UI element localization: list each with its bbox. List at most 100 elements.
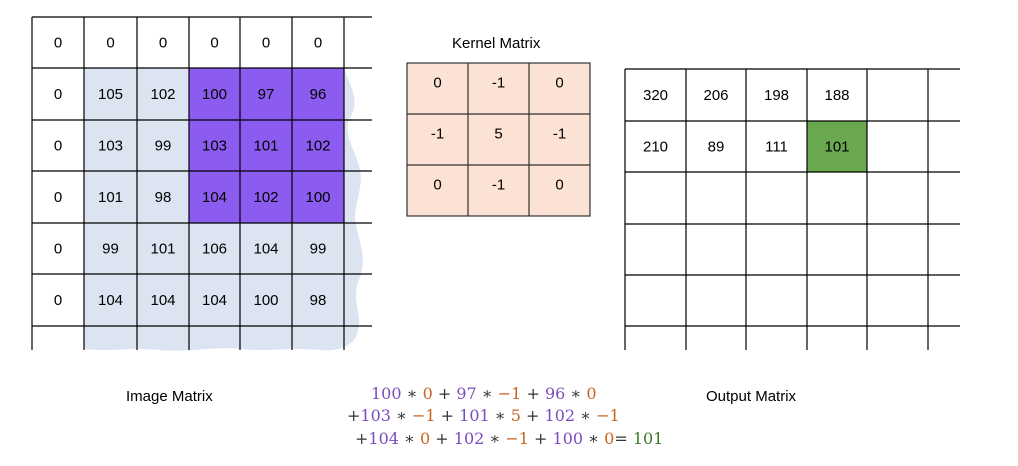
formula-line-3: +104 ∗ 0 + 102 ∗ −1 + 100 ∗ 0= 101 <box>355 429 663 448</box>
output-matrix-highlight <box>807 121 867 172</box>
image-cell: 0 <box>54 138 62 155</box>
kernel-cell: -1 <box>553 126 566 143</box>
kernel-matrix-title: Kernel Matrix <box>452 35 541 52</box>
formula-token: ∗ <box>390 406 412 425</box>
image-matrix-highlight <box>189 68 344 223</box>
formula-token: ∗ <box>476 384 498 403</box>
image-cell: 103 <box>98 138 123 155</box>
formula-token: + <box>355 429 369 448</box>
image-cell: 103 <box>202 138 227 155</box>
kernel-cell: -1 <box>431 126 444 143</box>
image-cell: 100 <box>253 292 278 309</box>
image-cell: 99 <box>102 241 119 258</box>
image-cell: 100 <box>202 86 227 103</box>
formula-token: + <box>528 429 553 448</box>
formula-token: = <box>614 429 633 448</box>
kernel-matrix-values: 0 -1 0 -1 5 -1 0 -1 0 <box>431 75 566 194</box>
image-cell: 0 <box>314 35 322 52</box>
image-cell: 104 <box>202 189 227 206</box>
image-matrix-values: 0 0 0 0 0 0 0 105 102 100 97 96 0 103 99 103 101 102 0 101 9… <box>54 35 331 310</box>
kernel-cell: -1 <box>492 177 505 194</box>
image-cell: 0 <box>54 241 62 258</box>
formula-token: + <box>520 406 545 425</box>
formula-token: 101 <box>632 429 664 448</box>
image-cell: 0 <box>262 35 270 52</box>
formula-token: 0 <box>420 429 431 448</box>
formula-token: + <box>432 384 457 403</box>
image-cell: 0 <box>54 189 62 206</box>
output-cell: 210 <box>643 139 668 156</box>
output-matrix-caption: Output Matrix <box>706 388 797 405</box>
image-cell: 104 <box>150 292 175 309</box>
kernel-cell: 0 <box>433 177 441 194</box>
image-cell: 102 <box>253 189 278 206</box>
formula-token: + <box>347 406 361 425</box>
formula-token: 101 <box>459 406 490 425</box>
formula-token: 96 <box>544 384 566 403</box>
output-matrix: 320 206 198 188 210 89 111 101 <box>624 68 960 350</box>
image-cell: 104 <box>98 292 123 309</box>
formula-token: ∗ <box>583 429 605 448</box>
image-cell: 101 <box>253 138 278 155</box>
image-cell: 99 <box>310 241 327 258</box>
image-cell: 0 <box>159 35 167 52</box>
image-cell: 98 <box>155 189 172 206</box>
formula-token: ∗ <box>398 429 420 448</box>
output-cell: 198 <box>764 87 789 104</box>
output-cell: 206 <box>703 87 728 104</box>
kernel-matrix-grid <box>406 62 591 217</box>
formula-token: 102 <box>453 429 485 448</box>
output-cell: 101 <box>824 139 849 156</box>
kernel-cell: 5 <box>494 126 502 143</box>
output-cell: 89 <box>708 139 725 156</box>
formula-token: −1 <box>505 429 529 448</box>
formula-token: 102 <box>544 406 576 425</box>
kernel-background <box>406 62 591 217</box>
formula-token: ∗ <box>565 384 587 403</box>
formula-token: 103 <box>360 406 391 425</box>
image-cell: 0 <box>106 35 114 52</box>
kernel-cell: 0 <box>433 75 441 92</box>
image-cell: 0 <box>54 292 62 309</box>
formula-token: ∗ <box>489 406 511 425</box>
image-cell: 104 <box>202 292 227 309</box>
output-cell: 111 <box>765 139 788 156</box>
image-cell: 96 <box>310 86 327 103</box>
formula-token: 104 <box>368 429 399 448</box>
formula-token: ∗ <box>575 406 597 425</box>
formula-line-1: 100 ∗ 0 + 97 ∗ −1 + 96 ∗ 0 <box>371 384 597 403</box>
kernel-cell: 0 <box>555 177 563 194</box>
formula-token: 5 <box>510 406 521 425</box>
formula-token: 97 <box>456 384 477 403</box>
image-cell: 101 <box>150 241 175 258</box>
image-cell: 105 <box>98 86 123 103</box>
formula-token: + <box>435 406 460 425</box>
formula-token: 0 <box>604 429 615 448</box>
output-cell-highlight <box>807 121 867 172</box>
image-cell: 99 <box>155 138 172 155</box>
image-cell: 98 <box>310 292 327 309</box>
formula-line-2: +103 ∗ −1 + 101 ∗ 5 + 102 ∗ −1 <box>347 406 620 425</box>
formula-token: −1 <box>497 384 522 403</box>
kernel-cell: -1 <box>492 75 505 92</box>
formula-token: 0 <box>586 384 597 403</box>
image-cell: 97 <box>258 86 275 103</box>
formula-token: + <box>521 384 545 403</box>
formula-token: ∗ <box>401 384 423 403</box>
kernel-matrix: 0 -1 0 -1 5 -1 0 -1 0 <box>406 62 591 217</box>
formula-token: 100 <box>552 429 584 448</box>
image-cell: 100 <box>305 189 330 206</box>
image-matrix: 0 0 0 0 0 0 0 105 102 100 97 96 0 103 99 103 101 102 0 101 9… <box>31 16 372 351</box>
image-cell: 106 <box>202 241 227 258</box>
image-matrix-grid <box>31 16 372 350</box>
image-cell: 102 <box>150 86 175 103</box>
image-cell: 102 <box>305 138 330 155</box>
formula-token: 100 <box>371 384 402 403</box>
image-cell: 0 <box>54 86 62 103</box>
output-matrix-grid <box>624 68 960 350</box>
formula-token: −1 <box>596 406 620 425</box>
formula-token: + <box>430 429 454 448</box>
formula-token: 0 <box>422 384 433 403</box>
image-cell: 0 <box>210 35 218 52</box>
image-cell: 101 <box>98 189 123 206</box>
